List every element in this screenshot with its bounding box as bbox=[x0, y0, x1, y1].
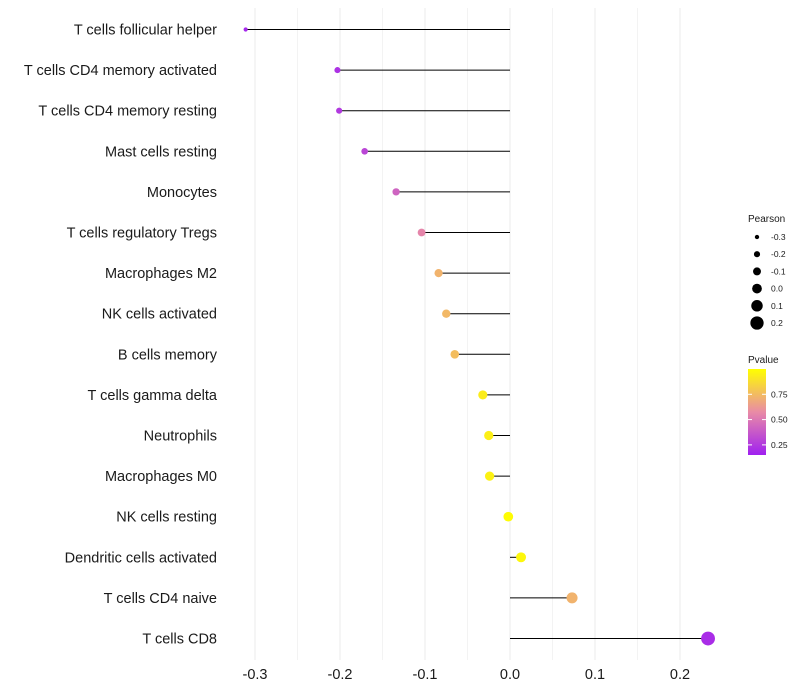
lollipop-point bbox=[484, 430, 494, 441]
x-tick-label: -0.2 bbox=[328, 667, 353, 683]
pearson-size-legend: Pearson -0.3 -0.2 -0.1 0.0 0.1 0.2 bbox=[748, 214, 786, 330]
category-label: T cells CD4 naive bbox=[104, 591, 217, 607]
pvalue-colorbar bbox=[748, 369, 766, 455]
category-label: T cells gamma delta bbox=[88, 388, 218, 404]
pvalue-legend-label: 0.75 bbox=[771, 389, 788, 399]
lollipop-point bbox=[503, 511, 514, 522]
category-label: T cells regulatory Tregs bbox=[67, 226, 217, 242]
category-label: NK cells activated bbox=[102, 307, 217, 323]
lollipop-point bbox=[434, 268, 443, 278]
category-label: Neutrophils bbox=[144, 429, 217, 445]
lollipop-point bbox=[417, 228, 426, 237]
lollipop-point bbox=[336, 107, 343, 114]
x-tick-label: -0.1 bbox=[413, 667, 438, 683]
category-label: Macrophages M0 bbox=[105, 469, 217, 485]
pvalue-legend-label: 0.25 bbox=[771, 440, 788, 450]
pvalue-color-legend: Pvalue 0.75 0.50 0.25 bbox=[748, 355, 788, 455]
lollipop-point bbox=[701, 631, 715, 646]
category-label: T cells CD4 memory resting bbox=[38, 104, 217, 120]
x-tick-labels: -0.3 -0.2 -0.1 0.0 0.1 0.2 bbox=[243, 667, 691, 683]
x-tick-label: 0.0 bbox=[500, 667, 520, 683]
category-label: T cells CD8 bbox=[142, 632, 217, 648]
pearson-legend-key bbox=[753, 251, 761, 258]
category-label: Monocytes bbox=[147, 185, 217, 201]
pearson-legend-label: -0.1 bbox=[771, 266, 786, 276]
pearson-legend-label: 0.0 bbox=[771, 284, 783, 294]
category-label: T cells follicular helper bbox=[74, 23, 217, 39]
lollipop-point bbox=[392, 188, 400, 196]
pearson-legend-label: -0.3 bbox=[771, 232, 786, 242]
pearson-legend-label: -0.2 bbox=[771, 249, 786, 259]
lollipop-point bbox=[450, 350, 460, 359]
category-label: Mast cells resting bbox=[105, 144, 217, 160]
category-label: Dendritic cells activated bbox=[65, 550, 217, 566]
grid-layer bbox=[254, 8, 681, 660]
lollipop-point bbox=[478, 390, 488, 400]
segment-layer bbox=[245, 29, 709, 639]
category-label: NK cells resting bbox=[116, 510, 217, 526]
pvalue-legend-label: 0.50 bbox=[771, 415, 788, 425]
lollipop-point bbox=[566, 592, 578, 604]
category-label: B cells memory bbox=[118, 347, 218, 363]
pearson-legend-key bbox=[750, 316, 764, 330]
lollipop-point bbox=[516, 552, 527, 563]
lollipop-point bbox=[334, 67, 341, 74]
pearson-legend-label: 0.2 bbox=[771, 318, 783, 328]
lollipop-point bbox=[243, 27, 248, 32]
pearson-legend-key bbox=[754, 234, 760, 240]
point-layer bbox=[243, 27, 715, 646]
x-tick-label: 0.1 bbox=[585, 667, 605, 683]
pvalue-legend-title: Pvalue bbox=[748, 355, 779, 366]
category-label: Macrophages M2 bbox=[105, 266, 217, 282]
pearson-legend-title: Pearson bbox=[748, 214, 785, 225]
category-labels: T cells follicular helper T cells CD4 mem… bbox=[24, 23, 218, 648]
lollipop-point bbox=[442, 309, 451, 318]
x-tick-label: 0.2 bbox=[670, 667, 690, 683]
category-label: T cells CD4 memory activated bbox=[24, 63, 217, 79]
pearson-legend-key bbox=[751, 300, 763, 312]
pearson-legend-label: 0.1 bbox=[771, 301, 783, 311]
lollipop-point bbox=[484, 471, 495, 481]
lollipop-point bbox=[361, 147, 368, 155]
pearson-legend-key bbox=[753, 267, 761, 276]
x-tick-label: -0.3 bbox=[243, 667, 268, 683]
pearson-legend-key bbox=[752, 283, 762, 294]
